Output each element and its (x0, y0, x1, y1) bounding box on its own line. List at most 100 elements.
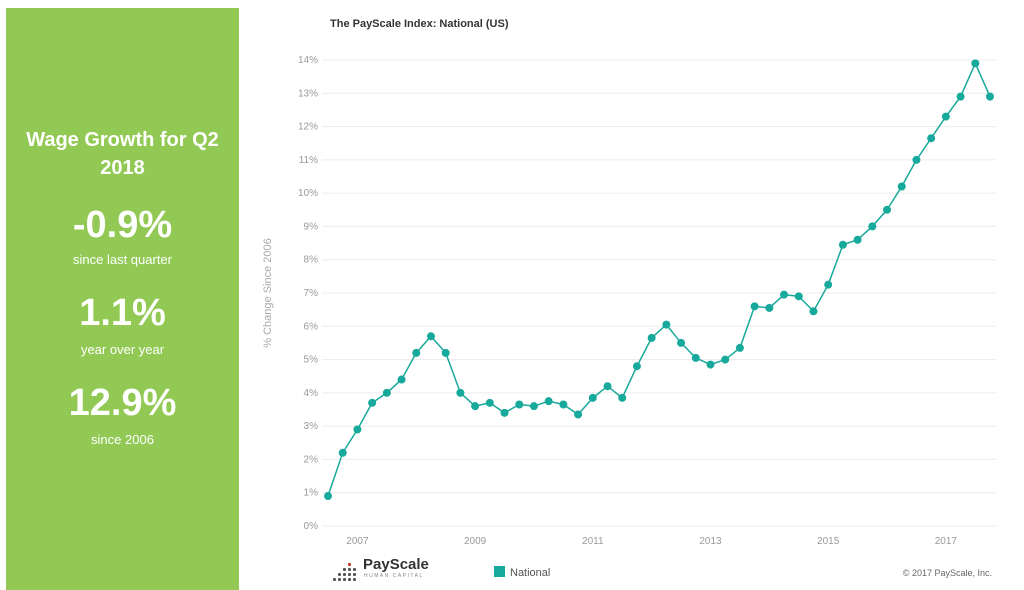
data-point (412, 348, 421, 357)
x-tick-label: 2009 (464, 536, 487, 547)
y-tick-label: 10% (298, 188, 318, 199)
data-point (471, 402, 480, 411)
logo-dot (343, 568, 346, 571)
logo-dot (343, 578, 346, 581)
x-tick-label: 2013 (699, 536, 722, 547)
data-point (441, 348, 450, 357)
y-tick-label: 8% (304, 255, 319, 266)
data-point (353, 425, 362, 434)
data-point (500, 408, 509, 417)
stat-quarter-caption: since last quarter (73, 252, 172, 267)
y-tick-label: 9% (304, 221, 319, 232)
y-tick-label: 1% (304, 488, 319, 499)
logo-dot (333, 578, 336, 581)
legend-swatch (494, 566, 505, 577)
data-point (632, 362, 641, 371)
data-point (324, 492, 332, 501)
data-point (735, 343, 744, 352)
data-point (986, 92, 994, 101)
y-tick-label: 2% (304, 454, 319, 465)
data-point (544, 397, 553, 406)
y-tick-label: 5% (304, 355, 319, 366)
x-tick-label: 2011 (582, 536, 604, 547)
data-point (927, 134, 936, 143)
data-point (559, 400, 568, 409)
data-point (971, 59, 980, 68)
x-tick-label: 2017 (935, 536, 958, 547)
data-point (647, 333, 656, 342)
y-tick-label: 0% (304, 521, 319, 532)
x-tick-label: 2015 (817, 536, 840, 547)
data-point (515, 400, 524, 409)
y-tick-label: 6% (304, 321, 319, 332)
logo-dot (348, 578, 351, 581)
y-tick-label: 4% (304, 388, 319, 399)
logo-dot (348, 563, 351, 566)
y-tick-label: 11% (299, 155, 318, 166)
chart-title: The PayScale Index: National (US) (330, 18, 509, 30)
y-tick-label: 7% (304, 288, 319, 299)
x-tick-label: 2007 (346, 536, 369, 547)
stat-year-value: 1.1% (79, 292, 166, 334)
logo-dot (353, 568, 356, 571)
data-point (662, 320, 671, 329)
payscale-logo: PayScale HUMAN CAPITAL (333, 556, 443, 582)
data-point (941, 112, 950, 121)
data-point (706, 360, 715, 369)
data-point (824, 280, 833, 289)
logo-dot (353, 573, 356, 576)
stat-quarter-value: -0.9% (72, 204, 173, 246)
data-point (368, 398, 377, 407)
data-point (426, 332, 435, 341)
data-point (588, 393, 597, 402)
y-tick-label: 14% (298, 55, 318, 66)
data-point (897, 182, 906, 191)
legend: National (494, 566, 550, 579)
data-point (338, 448, 347, 457)
data-point (838, 240, 847, 249)
data-point (382, 388, 391, 397)
data-point (603, 382, 612, 391)
data-point (721, 355, 730, 364)
data-point (868, 222, 877, 231)
stat-total-caption: since 2006 (91, 432, 154, 447)
data-point (780, 290, 789, 299)
data-point (618, 393, 627, 402)
data-point (456, 388, 465, 397)
panel-title: Wage Growth for Q2 2018 (26, 129, 219, 179)
y-tick-label: 12% (298, 122, 318, 133)
data-point (956, 92, 965, 101)
copyright: © 2017 PayScale, Inc. (902, 568, 992, 578)
data-point (765, 303, 774, 312)
stat-year-caption: year over year (80, 342, 165, 357)
logo-dot (343, 573, 346, 576)
y-tick-label: 3% (304, 421, 319, 432)
data-point (794, 292, 803, 301)
logo-dot (338, 578, 341, 581)
data-point (912, 155, 921, 164)
logo-dot (348, 573, 351, 576)
data-point (397, 375, 406, 384)
data-point (529, 402, 538, 411)
logo-dot (338, 573, 341, 576)
data-point (853, 235, 862, 244)
series-line-national (327, 61, 991, 497)
summary-panel: Wage Growth for Q2 2018 -0.9% since last… (6, 8, 239, 590)
legend-label: National (510, 567, 551, 579)
logo-subtitle: HUMAN CAPITAL (364, 573, 424, 579)
stat-total-value: 12.9% (68, 382, 177, 424)
data-point (574, 410, 583, 419)
data-point (809, 307, 818, 316)
y-axis-label: % Change Since 2006 (262, 238, 274, 347)
data-point (883, 205, 892, 214)
data-point (677, 338, 686, 347)
logo-grid-icon (333, 556, 359, 582)
logo-brand-text: PayScale (363, 556, 429, 573)
logo-dot (348, 568, 351, 571)
data-point (691, 353, 700, 362)
data-point (485, 398, 494, 407)
y-tick-label: 13% (298, 88, 318, 99)
logo-dot (353, 578, 356, 581)
data-point (750, 302, 759, 311)
